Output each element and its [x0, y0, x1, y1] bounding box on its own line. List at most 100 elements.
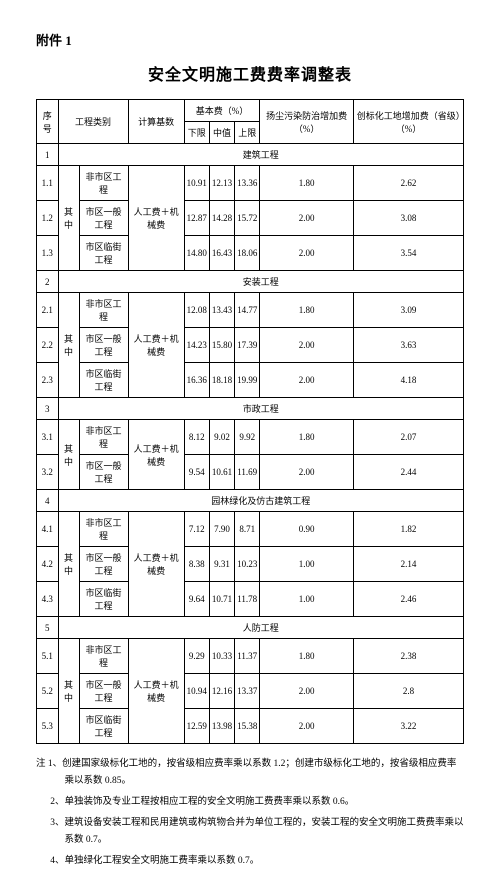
cell: 11.37	[235, 639, 260, 674]
row-num: 1.2	[37, 201, 59, 236]
cell: 14.23	[184, 328, 209, 363]
note-1: 注 1、创建国家级标化工地的，按省级相应费率乘以系数 1.2；创建市级标化工地的…	[36, 756, 464, 790]
qizhong: 其中	[58, 293, 79, 398]
cell: 7.12	[184, 512, 209, 547]
section-name: 市政工程	[58, 398, 463, 420]
cell: 2.00	[260, 709, 354, 744]
cell: 9.64	[184, 582, 209, 617]
basis: 人工费＋机械费	[128, 420, 184, 490]
subcat: 市区一般工程	[79, 547, 128, 582]
th-category: 工程类别	[58, 100, 128, 144]
note-4: 4、单独绿化工程安全文明施工费率乘以系数 0.7。	[36, 853, 464, 870]
qizhong: 其中	[58, 512, 79, 617]
subcat: 市区临街工程	[79, 363, 128, 398]
cell: 9.92	[235, 420, 260, 455]
cell: 10.91	[184, 166, 209, 201]
cell: 13.98	[209, 709, 234, 744]
th-mid: 中值	[209, 122, 234, 144]
basis: 人工费＋机械费	[128, 639, 184, 744]
cell: 2.00	[260, 236, 354, 271]
cell: 13.43	[209, 293, 234, 328]
cell: 16.43	[209, 236, 234, 271]
row-num: 5.3	[37, 709, 59, 744]
subcat: 市区临街工程	[79, 236, 128, 271]
th-low: 下限	[184, 122, 209, 144]
cell: 9.29	[184, 639, 209, 674]
cell: 2.44	[353, 455, 463, 490]
cell: 2.00	[260, 363, 354, 398]
subcat: 非市区工程	[79, 420, 128, 455]
section-num: 5	[37, 617, 59, 639]
qizhong: 其中	[58, 639, 79, 744]
cell: 13.37	[235, 674, 260, 709]
cell: 1.80	[260, 420, 354, 455]
row-num: 4.2	[37, 547, 59, 582]
row-num: 5.1	[37, 639, 59, 674]
section-num: 2	[37, 271, 59, 293]
cell: 15.38	[235, 709, 260, 744]
cell: 9.54	[184, 455, 209, 490]
subcat: 市区一般工程	[79, 328, 128, 363]
notes-section: 注 1、创建国家级标化工地的，按省级相应费率乘以系数 1.2；创建市级标化工地的…	[36, 756, 464, 871]
cell: 2.00	[260, 201, 354, 236]
cell: 19.99	[235, 363, 260, 398]
cell: 10.94	[184, 674, 209, 709]
cell: 10.71	[209, 582, 234, 617]
subcat: 非市区工程	[79, 293, 128, 328]
subcat: 非市区工程	[79, 512, 128, 547]
cell: 17.39	[235, 328, 260, 363]
row-num: 2.2	[37, 328, 59, 363]
subcat: 市区临街工程	[79, 582, 128, 617]
cell: 2.62	[353, 166, 463, 201]
fee-rate-table: 序号 工程类别 计算基数 基本费（%） 扬尘污染防治增加费（%） 创标化工地增加…	[36, 99, 464, 744]
cell: 1.80	[260, 166, 354, 201]
subcat: 非市区工程	[79, 166, 128, 201]
cell: 3.63	[353, 328, 463, 363]
cell: 18.06	[235, 236, 260, 271]
cell: 1.82	[353, 512, 463, 547]
cell: 2.14	[353, 547, 463, 582]
cell: 3.09	[353, 293, 463, 328]
basis: 人工费＋机械费	[128, 166, 184, 271]
cell: 1.80	[260, 293, 354, 328]
cell: 11.78	[235, 582, 260, 617]
section-num: 3	[37, 398, 59, 420]
cell: 3.54	[353, 236, 463, 271]
row-num: 5.2	[37, 674, 59, 709]
cell: 1.80	[260, 639, 354, 674]
note-3: 3、建筑设备安装工程和民用建筑或构筑物合并为单位工程的，安装工程的安全文明施工费…	[36, 815, 464, 849]
cell: 8.38	[184, 547, 209, 582]
row-num: 2.1	[37, 293, 59, 328]
cell: 8.71	[235, 512, 260, 547]
th-dust: 扬尘污染防治增加费（%）	[260, 100, 354, 144]
cell: 12.87	[184, 201, 209, 236]
cell: 15.72	[235, 201, 260, 236]
row-num: 3.2	[37, 455, 59, 490]
section-num: 1	[37, 144, 59, 166]
cell: 14.80	[184, 236, 209, 271]
cell: 2.46	[353, 582, 463, 617]
subcat: 市区一般工程	[79, 455, 128, 490]
section-num: 4	[37, 490, 59, 512]
cell: 14.77	[235, 293, 260, 328]
cell: 2.00	[260, 455, 354, 490]
subcat: 市区一般工程	[79, 674, 128, 709]
section-name: 人防工程	[58, 617, 463, 639]
cell: 8.12	[184, 420, 209, 455]
th-std: 创标化工地增加费（省级）（%）	[353, 100, 463, 144]
cell: 10.23	[235, 547, 260, 582]
basis: 人工费＋机械费	[128, 512, 184, 617]
page-title: 安全文明施工费费率调整表	[36, 61, 464, 85]
cell: 14.28	[209, 201, 234, 236]
cell: 2.00	[260, 328, 354, 363]
cell: 2.8	[353, 674, 463, 709]
cell: 10.61	[209, 455, 234, 490]
cell: 9.31	[209, 547, 234, 582]
cell: 12.59	[184, 709, 209, 744]
cell: 7.90	[209, 512, 234, 547]
cell: 12.13	[209, 166, 234, 201]
attachment-label: 附件 1	[36, 30, 464, 49]
cell: 4.18	[353, 363, 463, 398]
th-basic-fee: 基本费（%）	[184, 100, 260, 122]
basis: 人工费＋机械费	[128, 293, 184, 398]
